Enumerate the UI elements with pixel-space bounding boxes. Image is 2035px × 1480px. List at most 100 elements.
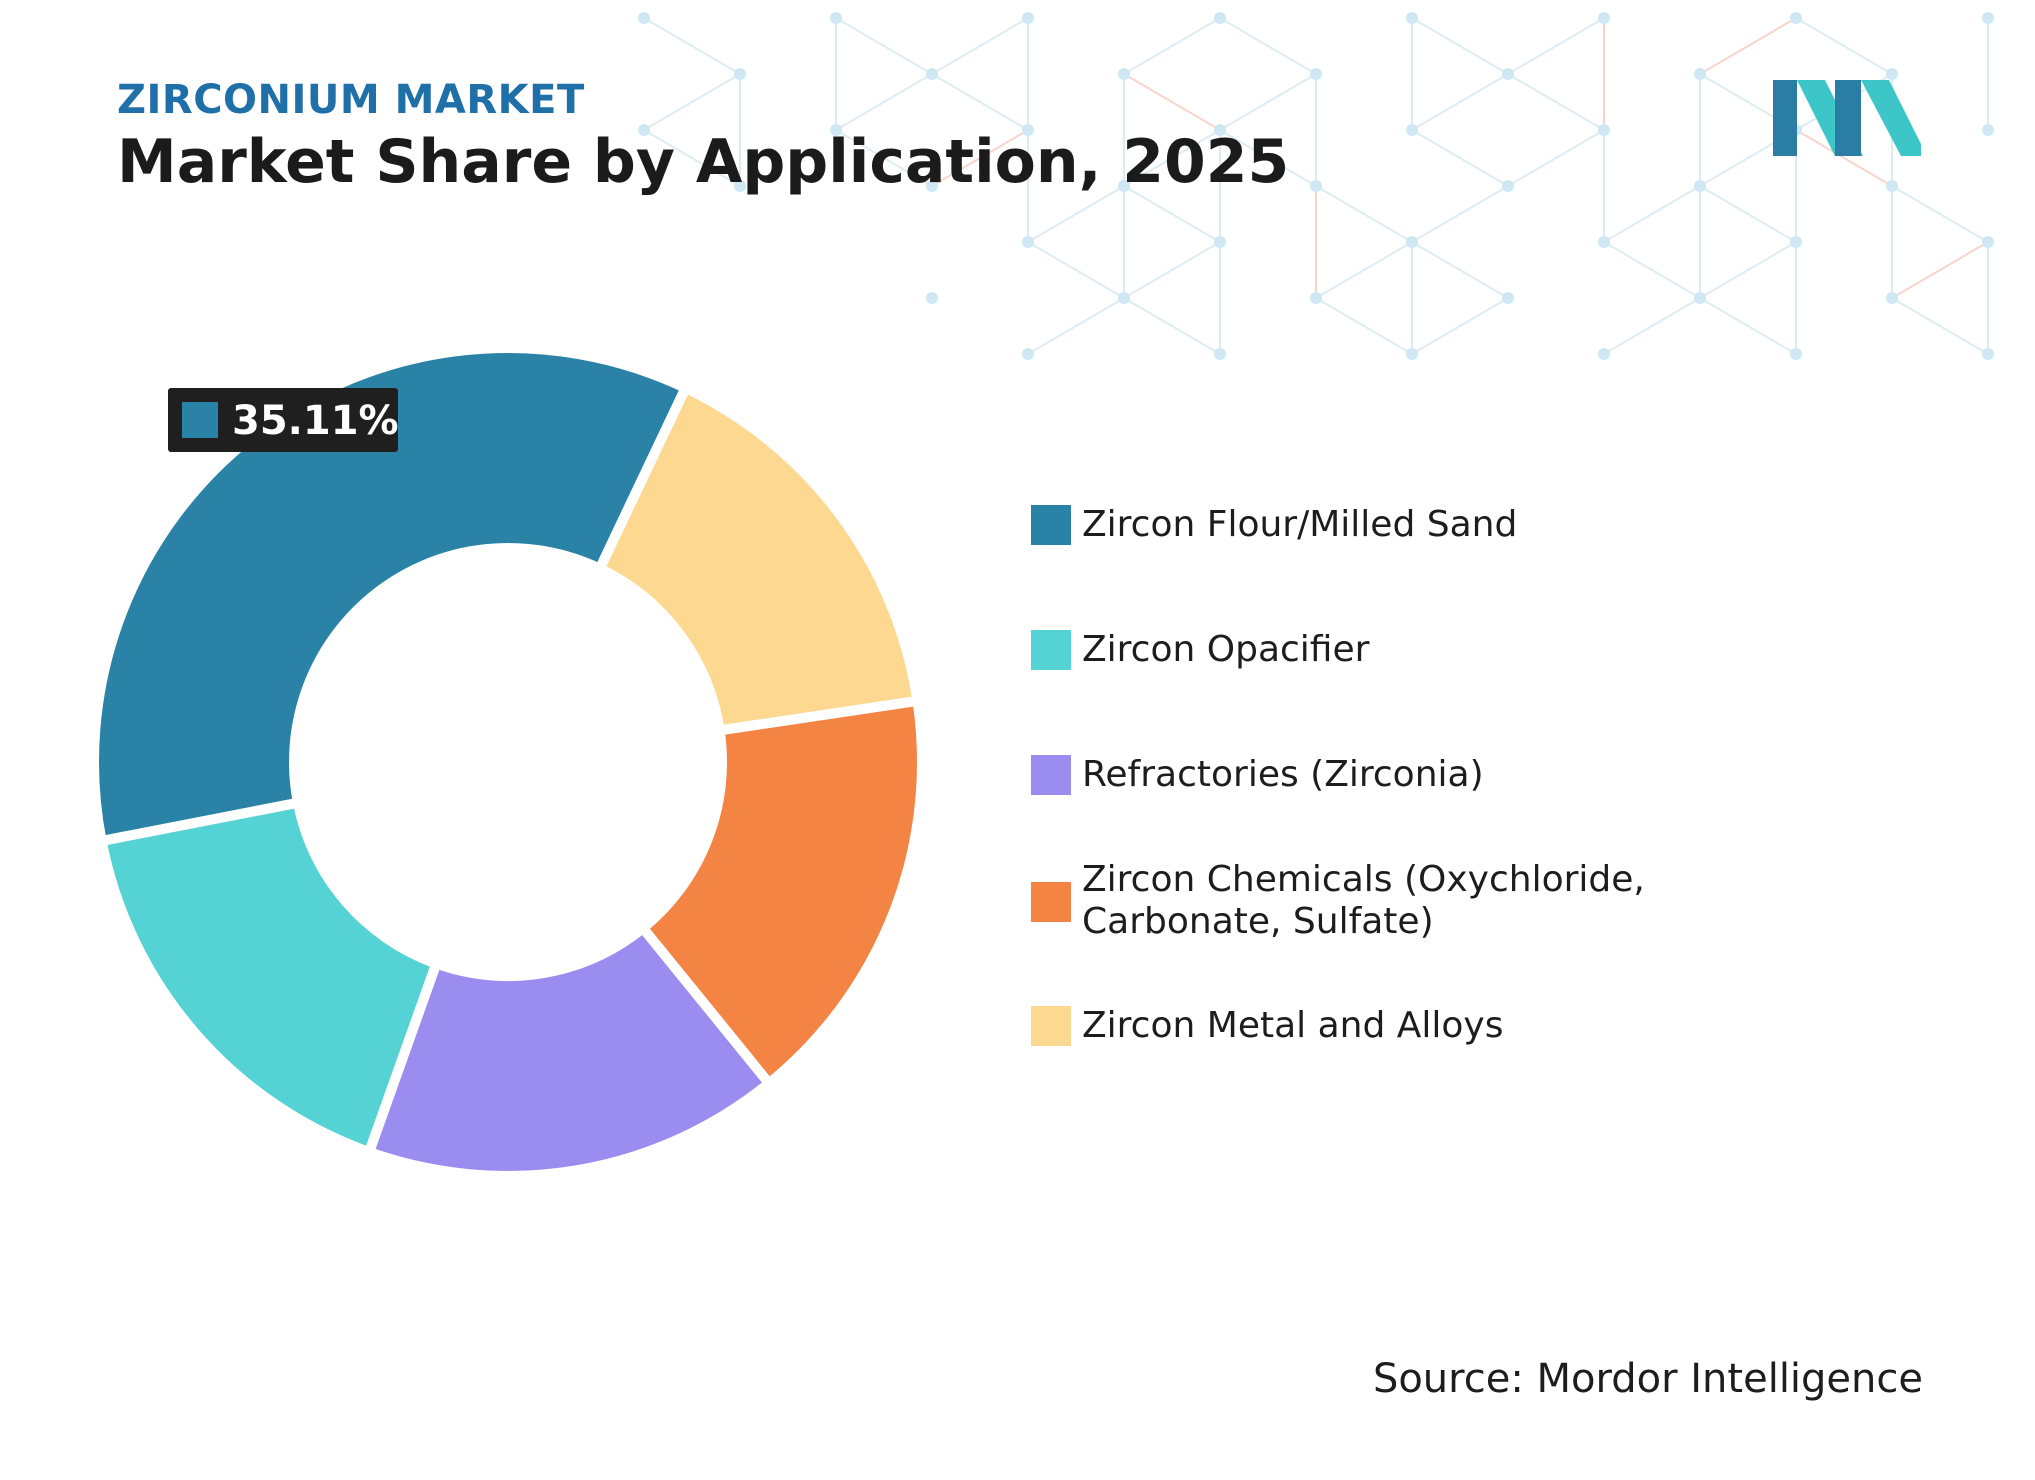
legend-item: Refractories (Zirconia) bbox=[1031, 754, 1731, 845]
logo-left-bar bbox=[1773, 80, 1797, 156]
pattern-line bbox=[1219, 129, 1317, 187]
callout-swatch bbox=[182, 402, 218, 438]
pattern-node bbox=[1406, 124, 1418, 136]
pattern-node bbox=[830, 12, 842, 24]
donut-chart: 35.11% bbox=[89, 343, 927, 1181]
pattern-line bbox=[1507, 129, 1605, 187]
pattern-line bbox=[1891, 297, 1989, 355]
pattern-line bbox=[835, 73, 933, 131]
pattern-line bbox=[931, 17, 1029, 75]
pattern-line bbox=[1411, 17, 1509, 75]
pattern-line bbox=[1027, 241, 1125, 299]
pattern-node bbox=[926, 68, 938, 80]
pattern-node bbox=[638, 124, 650, 136]
pattern-line bbox=[1507, 73, 1605, 131]
pattern-line bbox=[1315, 241, 1413, 299]
pattern-line bbox=[643, 17, 741, 75]
pattern-node bbox=[1502, 292, 1514, 304]
legend-label: Zircon Chemicals (Oxychloride, Carbonate… bbox=[1082, 859, 1645, 942]
pattern-node bbox=[1310, 180, 1322, 192]
callout-value: 35.11% bbox=[232, 398, 399, 444]
pattern-line bbox=[1123, 129, 1221, 187]
pattern-node bbox=[830, 124, 842, 136]
legend-item: Zircon Flour/Milled Sand bbox=[1031, 504, 1731, 595]
legend-item: Zircon Chemicals (Oxychloride, Carbonate… bbox=[1031, 859, 1731, 950]
pattern-node bbox=[1502, 68, 1514, 80]
pattern-line bbox=[1123, 17, 1221, 75]
pattern-line bbox=[1795, 129, 1893, 187]
pattern-node bbox=[1406, 348, 1418, 360]
pattern-node bbox=[1790, 236, 1802, 248]
pattern-line bbox=[931, 73, 1029, 131]
pattern-line bbox=[1891, 185, 1989, 243]
pattern-node bbox=[1214, 124, 1226, 136]
pattern-line bbox=[1219, 17, 1317, 75]
pattern-node bbox=[1982, 124, 1994, 136]
pattern-line bbox=[1411, 241, 1509, 299]
pattern-line bbox=[835, 129, 933, 187]
pattern-node bbox=[1598, 236, 1610, 248]
donut-slice bbox=[95, 796, 443, 1159]
pattern-node bbox=[1118, 180, 1130, 192]
pattern-node bbox=[1118, 68, 1130, 80]
donut-slice bbox=[89, 343, 693, 847]
pattern-line bbox=[643, 129, 741, 187]
pattern-node bbox=[1886, 180, 1898, 192]
pattern-line bbox=[1507, 17, 1605, 75]
donut-slice bbox=[362, 921, 777, 1181]
pattern-node bbox=[1982, 12, 1994, 24]
pattern-line bbox=[1699, 241, 1797, 299]
pattern-node bbox=[1790, 348, 1802, 360]
pattern-line bbox=[1603, 241, 1701, 299]
pattern-line bbox=[1699, 17, 1797, 75]
pattern-node bbox=[1214, 12, 1226, 24]
legend-swatch bbox=[1031, 755, 1071, 795]
pattern-node bbox=[1214, 236, 1226, 248]
pattern-line bbox=[1411, 185, 1509, 243]
pattern-node bbox=[1406, 236, 1418, 248]
callout-box bbox=[168, 388, 398, 452]
pattern-node bbox=[1982, 236, 1994, 248]
pattern-node bbox=[1310, 292, 1322, 304]
pattern-node bbox=[1598, 348, 1610, 360]
pattern-line bbox=[1123, 185, 1221, 243]
legend-swatch bbox=[1031, 505, 1071, 545]
source-note: Source: Mordor Intelligence bbox=[1372, 1356, 1923, 1402]
pattern-line bbox=[1411, 129, 1509, 187]
pattern-line bbox=[643, 73, 741, 131]
pattern-line bbox=[1411, 297, 1509, 355]
pattern-line bbox=[1315, 185, 1413, 243]
pattern-line bbox=[931, 129, 1029, 187]
legend-label: Refractories (Zirconia) bbox=[1082, 754, 1484, 795]
pattern-node bbox=[926, 180, 938, 192]
legend-swatch bbox=[1031, 882, 1071, 922]
legend-label: Zircon Flour/Milled Sand bbox=[1082, 504, 1518, 545]
pattern-node bbox=[1022, 348, 1034, 360]
pattern-line bbox=[1123, 73, 1221, 131]
logo-diagonal-2 bbox=[1861, 80, 1921, 156]
pattern-line bbox=[1027, 185, 1125, 243]
pattern-line bbox=[1699, 297, 1797, 355]
pattern-line bbox=[1891, 241, 1989, 299]
pattern-node bbox=[1310, 68, 1322, 80]
legend-label: Zircon Opacifier bbox=[1082, 629, 1370, 670]
logo-mid-bar bbox=[1835, 80, 1861, 156]
pattern-node bbox=[1598, 124, 1610, 136]
pattern-node bbox=[1694, 292, 1706, 304]
pattern-node bbox=[734, 180, 746, 192]
legend-item: Zircon Metal and Alloys bbox=[1031, 1005, 1731, 1096]
pattern-node bbox=[1022, 124, 1034, 136]
pattern-node bbox=[638, 12, 650, 24]
legend-label: Zircon Metal and Alloys bbox=[1082, 1005, 1504, 1046]
pattern-line bbox=[1795, 17, 1893, 75]
legend-swatch bbox=[1031, 1006, 1071, 1046]
pattern-node bbox=[1790, 12, 1802, 24]
chart-title: Market Share by Application, 2025 bbox=[117, 127, 1290, 197]
pattern-node bbox=[926, 292, 938, 304]
pattern-line bbox=[1123, 297, 1221, 355]
donut-slice bbox=[593, 381, 924, 737]
pattern-node bbox=[1118, 292, 1130, 304]
pattern-node bbox=[1886, 68, 1898, 80]
pattern-node bbox=[1694, 180, 1706, 192]
background-pattern bbox=[638, 12, 1994, 360]
